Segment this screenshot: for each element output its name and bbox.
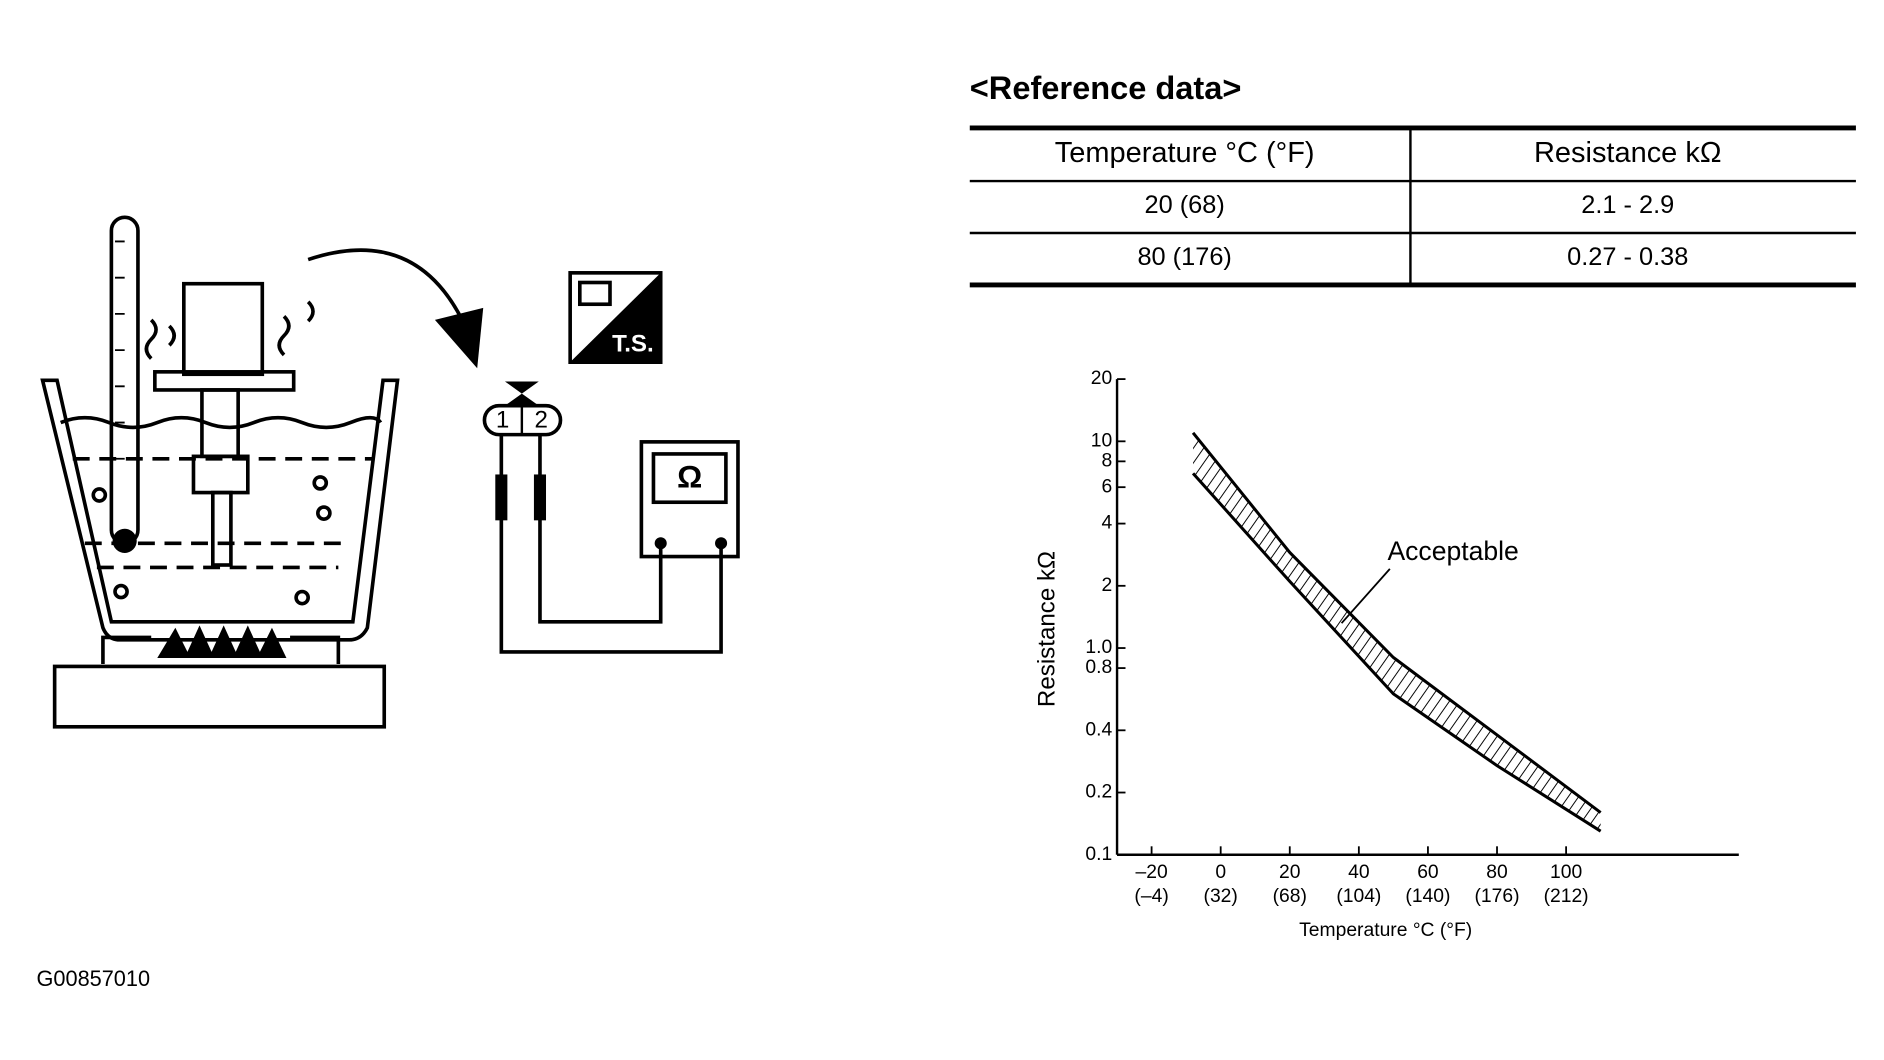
meter-symbol: Ω xyxy=(677,460,702,495)
y-tick-label: 0.4 xyxy=(1085,719,1112,740)
y-tick-label: 0.1 xyxy=(1085,844,1112,865)
y-tick-label: 0.8 xyxy=(1085,657,1112,678)
chart: 0.1 0.2 0.4 0.81.0 2 4 6 810 20 –20 (–4) 0 (32) 20 (68… xyxy=(1034,368,1739,941)
x-axis-label: Temperature °C (°F) xyxy=(1299,920,1472,941)
y-tick-label: 6 xyxy=(1101,476,1112,497)
table-title: <Reference data> xyxy=(970,69,1242,106)
table-header: Resistance kΩ xyxy=(1534,137,1722,169)
figure-code: G00857010 xyxy=(37,966,151,991)
x-tick-label: 100 (212) xyxy=(1544,862,1589,907)
y-tick-label: 4 xyxy=(1101,513,1112,534)
band-fill xyxy=(1193,432,1601,832)
reference-table: <Reference data> Temperature °C (°F) Res… xyxy=(970,69,1856,288)
y-tick-label: 1.0 xyxy=(1085,637,1112,658)
x-tick-label: 40 (104) xyxy=(1336,862,1381,907)
icon-label: T.S. xyxy=(612,331,654,358)
table-cell: 80 (176) xyxy=(1137,243,1231,271)
y-tick-label: 8 xyxy=(1101,450,1112,471)
annotation: Acceptable xyxy=(1387,536,1518,566)
band-edge xyxy=(1191,431,1602,814)
y-tick-label: 0.2 xyxy=(1085,782,1112,803)
annotation-leader xyxy=(1340,568,1391,624)
pin-label: 1 xyxy=(496,407,509,434)
x-tick-label: –20 (–4) xyxy=(1134,862,1168,907)
table-cell: 2.1 - 2.9 xyxy=(1581,191,1674,219)
y-tick-label: 2 xyxy=(1101,575,1112,596)
pin-label: 2 xyxy=(534,407,547,434)
table-header: Temperature °C (°F) xyxy=(1055,137,1315,169)
y-tick-label: 20 xyxy=(1091,368,1112,389)
table-cell: 0.27 - 0.38 xyxy=(1567,243,1688,271)
band-edge xyxy=(1191,472,1602,833)
x-tick-label: 0 (32) xyxy=(1204,862,1238,907)
x-tick-label: 80 (176) xyxy=(1474,862,1519,907)
table-cell: 20 (68) xyxy=(1145,191,1225,219)
x-tick-label: 60 (140) xyxy=(1405,862,1450,907)
y-tick-label: 10 xyxy=(1091,430,1112,451)
illustration: T.S. 1 2 Ω xyxy=(40,215,740,729)
y-axis-label: Resistance kΩ xyxy=(1034,551,1061,707)
x-tick-label: 20 (68) xyxy=(1273,862,1307,907)
